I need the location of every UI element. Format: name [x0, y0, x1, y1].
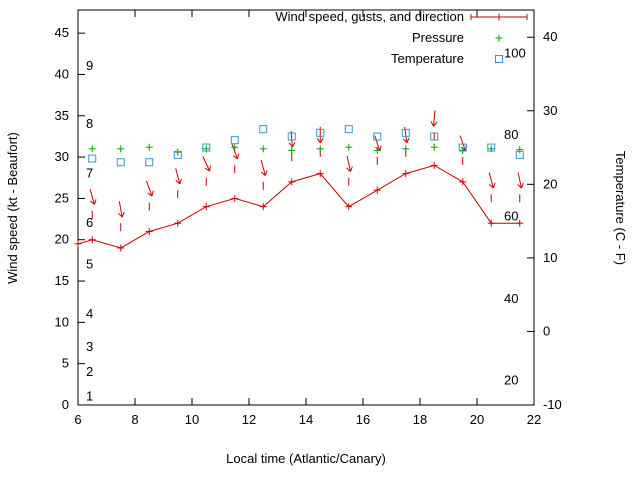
svg-text:20: 20: [55, 232, 69, 247]
svg-text:14: 14: [299, 412, 313, 427]
svg-text:40: 40: [504, 291, 518, 306]
svg-text:8: 8: [131, 412, 138, 427]
svg-text:-10: -10: [543, 397, 562, 412]
svg-text:80: 80: [504, 127, 518, 142]
svg-text:1: 1: [86, 389, 93, 404]
svg-text:20: 20: [470, 412, 484, 427]
svg-text:30: 30: [543, 103, 557, 118]
svg-text:5: 5: [86, 257, 93, 272]
svg-text:5: 5: [62, 356, 69, 371]
svg-text:0: 0: [543, 323, 550, 338]
svg-text:15: 15: [55, 273, 69, 288]
svg-text:10: 10: [185, 412, 199, 427]
svg-text:2: 2: [86, 364, 93, 379]
svg-text:7: 7: [86, 166, 93, 181]
svg-text:10: 10: [55, 314, 69, 329]
svg-text:30: 30: [55, 149, 69, 164]
svg-text:35: 35: [55, 108, 69, 123]
svg-text:9: 9: [86, 58, 93, 73]
legend-temperature-label: Temperature: [391, 51, 464, 66]
svg-text:18: 18: [413, 412, 427, 427]
svg-text:16: 16: [356, 412, 370, 427]
svg-text:40: 40: [543, 29, 557, 44]
svg-text:25: 25: [55, 190, 69, 205]
svg-text:20: 20: [543, 176, 557, 191]
svg-text:40: 40: [55, 66, 69, 81]
svg-text:10: 10: [543, 250, 557, 265]
svg-text:12: 12: [242, 412, 256, 427]
svg-text:60: 60: [504, 209, 518, 224]
svg-text:4: 4: [86, 306, 93, 321]
svg-text:6: 6: [74, 412, 81, 427]
chart-generated-layer: 6 8 10 12 14 16 18 20 22051015202530354045-10010…: [55, 9, 562, 427]
svg-text:3: 3: [86, 339, 93, 354]
svg-text:8: 8: [86, 116, 93, 131]
svg-text:45: 45: [55, 25, 69, 40]
legend-wind-label: Wind speed, gusts, and direction: [275, 9, 464, 24]
y-left-axis-title: Wind speed (kt - Beaufort): [5, 132, 20, 284]
x-axis-title: Local time (Atlantic/Canary): [226, 451, 386, 466]
y-right-axis-title: Temperature (C - F): [613, 151, 628, 265]
legend-pressure-label: Pressure: [412, 30, 464, 45]
svg-text:100: 100: [504, 45, 526, 60]
svg-text:22: 22: [527, 412, 541, 427]
svg-text:0: 0: [62, 397, 69, 412]
svg-text:20: 20: [504, 373, 518, 388]
svg-text:6: 6: [86, 215, 93, 230]
